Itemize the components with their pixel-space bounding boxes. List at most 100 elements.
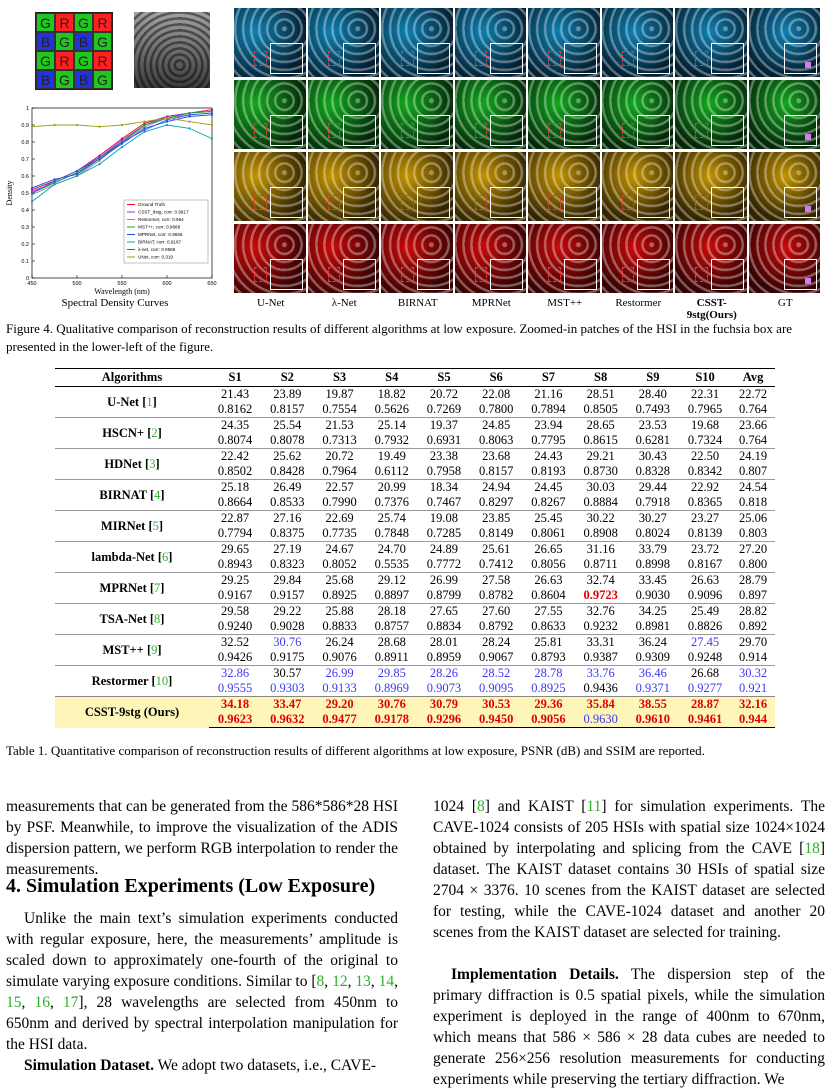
table-cell: 19.08	[417, 510, 471, 526]
bayer-cell: G	[74, 13, 93, 32]
citation-link[interactable]: 1	[146, 394, 153, 409]
data-point	[210, 112, 214, 115]
table-cell: 0.8884	[583, 495, 618, 509]
table-cell: 0.6931	[426, 433, 462, 447]
table-cell: 25.62	[261, 448, 314, 464]
table-cell: 0.8505	[583, 402, 618, 416]
bayer-cell: G	[74, 51, 93, 70]
table-cell: 29.84	[261, 572, 314, 588]
citation-link[interactable]: 9	[151, 642, 158, 657]
table-cell: 0.764	[739, 433, 768, 447]
table-cell: 29.25	[209, 572, 262, 588]
citation-link[interactable]: 15	[6, 994, 22, 1011]
table-row: Restormer [10] 32.86 30.57 26.99 29.85 28.26 2…	[55, 665, 775, 697]
table-cell: 27.16	[261, 510, 314, 526]
table-cell: 23.27	[678, 510, 732, 526]
table-cell: 0.8897	[374, 588, 409, 602]
legend-label: MST++, corr: 0.9888	[138, 225, 181, 230]
table-cell: 0.9096	[687, 588, 723, 602]
table-cell: 0.8604	[531, 588, 566, 602]
citation-link[interactable]: 7	[154, 580, 161, 595]
table-cell: 19.37	[417, 417, 471, 433]
citation-link[interactable]: 6	[162, 549, 169, 564]
table-cell: 23.68	[470, 448, 523, 464]
table-cell: 0.9157	[270, 588, 305, 602]
algorithm-name: MPRNet [7]	[55, 572, 209, 604]
table-cell: 0.8998	[635, 557, 671, 571]
algorithm-name: MST++ [9]	[55, 634, 209, 666]
table-row: lambda-Net [6] 29.65 27.19 24.67 24.70 24.89 2…	[55, 541, 775, 573]
data-point	[143, 122, 146, 125]
citation-link[interactable]: 4	[154, 487, 161, 502]
reconstruction-tile	[748, 152, 820, 221]
reconstruction-tile	[307, 224, 379, 293]
table-cell: 0.9240	[217, 619, 253, 633]
table-cell: 0.9461	[678, 712, 732, 728]
table-row: TSA-Net [8] 29.58 29.22 25.88 28.18 27.65 27.6…	[55, 603, 775, 635]
table-cell: 25.45	[522, 510, 575, 526]
citation-link[interactable]: 3	[149, 456, 156, 471]
reconstruction-grid	[234, 8, 824, 296]
reconstruction-tile	[381, 8, 453, 77]
citation-link[interactable]: 10	[155, 673, 169, 688]
bayer-cell: G	[93, 70, 112, 89]
y-tick-label: 0.1	[21, 259, 29, 265]
citation-link[interactable]: 5	[152, 518, 159, 533]
method-label: MPRNet	[471, 297, 511, 309]
reconstruction-tile	[381, 152, 453, 221]
table-cell: 0.944	[731, 712, 775, 728]
method-label: U-Net	[257, 297, 285, 309]
table-cell: 28.52	[470, 665, 523, 681]
citation-link[interactable]: 8	[477, 798, 485, 815]
section-title: 4. Simulation Experiments (Low Exposure)	[6, 875, 376, 897]
table-cell: 24.85	[470, 417, 523, 433]
table-cell: 22.72	[731, 386, 775, 402]
citation-link[interactable]: 17	[62, 994, 79, 1011]
citation-link[interactable]: 14	[378, 973, 395, 990]
bayer-cell: B	[36, 32, 55, 51]
table-cell: 0.9303	[270, 681, 305, 695]
table-cell: 25.54	[261, 417, 314, 433]
citation-link[interactable]: 2	[151, 425, 158, 440]
citation-link[interactable]: 16	[34, 994, 50, 1011]
table-cell: 18.82	[365, 386, 418, 402]
citation-link[interactable]: 12	[332, 973, 348, 990]
table-cell: 33.47	[261, 696, 314, 712]
citation-link[interactable]: 8	[316, 973, 325, 990]
legend-label: BIRNAT, corr: 0.9167	[138, 240, 182, 245]
table-cell: 28.87	[678, 696, 732, 712]
data-point	[165, 123, 169, 127]
table-cell: 0.8375	[270, 526, 305, 540]
table-cell: 0.8052	[322, 557, 357, 571]
data-point	[210, 110, 214, 113]
reconstruction-tile	[601, 8, 673, 77]
table-cell: 0.8782	[479, 588, 514, 602]
table-cell: 29.36	[522, 696, 575, 712]
table-cell: 28.01	[417, 634, 471, 650]
citation-link[interactable]: 8	[154, 611, 161, 626]
citation-link[interactable]: 11	[586, 798, 602, 815]
data-point	[98, 157, 101, 161]
table-cell: 0.8834	[426, 619, 462, 633]
citation-link[interactable]: 18	[804, 840, 820, 857]
data-point	[143, 127, 146, 130]
table-cell: 0.8908	[583, 526, 618, 540]
table-cell: 23.89	[261, 386, 314, 402]
table-cell: 0.8664	[217, 495, 253, 509]
table-cell: 0.7894	[531, 402, 566, 416]
bayer-cell: B	[74, 32, 93, 51]
table-row: 0.8074 0.8078 0.7313 0.7932 0.6931 0.8063 0.77…	[55, 433, 775, 449]
table-cell: 29.85	[365, 665, 418, 681]
table-cell: 0.7932	[374, 433, 409, 447]
algorithm-name: lambda-Net [6]	[55, 541, 209, 573]
bayer-cell: G	[36, 51, 55, 70]
data-point	[98, 154, 101, 157]
citation-link[interactable]: 13	[355, 973, 371, 990]
table-cell: 0.7990	[322, 495, 357, 509]
table-cell: 24.89	[417, 541, 471, 557]
table-cell: 28.26	[417, 665, 471, 681]
bayer-cell: R	[55, 51, 74, 70]
reconstruction-tile	[601, 152, 673, 221]
table-cell: 22.08	[470, 386, 523, 402]
table-cell: 0.9450	[470, 712, 523, 728]
